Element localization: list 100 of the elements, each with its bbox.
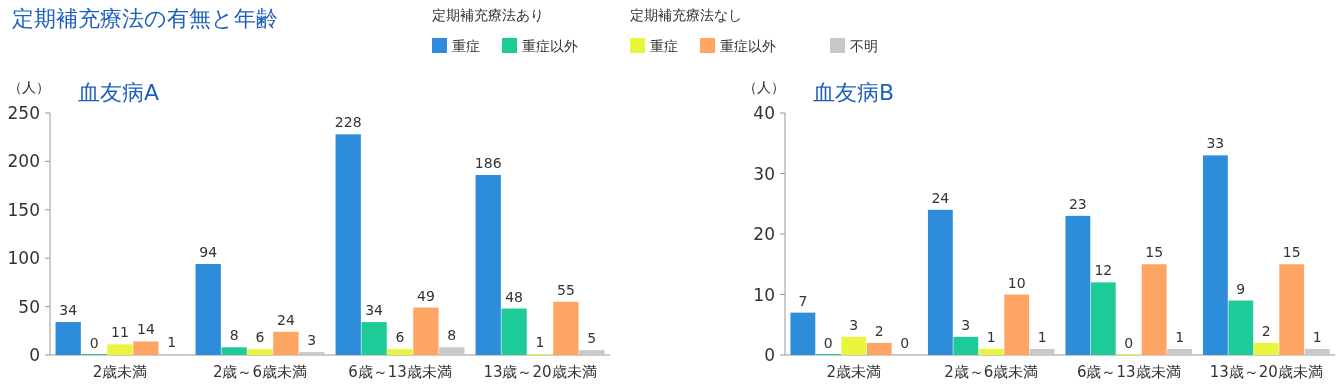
bar — [579, 350, 605, 355]
data-label: 5 — [587, 330, 597, 347]
bar — [133, 341, 159, 355]
legend-label: 重症 — [650, 38, 678, 54]
data-label: 0 — [89, 335, 99, 351]
legend-label: 重症 — [452, 38, 480, 54]
x-tick-label: 13歳～20歳未満 — [483, 363, 597, 381]
data-label: 1 — [1175, 328, 1185, 345]
data-label: 24 — [276, 311, 295, 328]
legend-label: 重症以外 — [522, 38, 578, 54]
data-label: 8 — [447, 327, 457, 344]
data-label: 94 — [199, 244, 218, 261]
data-label: 48 — [505, 288, 524, 305]
y-tick-label: 20 — [753, 224, 775, 244]
bar — [501, 308, 527, 355]
data-label: 55 — [556, 281, 575, 298]
y-tick-label: 40 — [753, 103, 775, 123]
bar — [866, 342, 892, 355]
data-label: 1 — [167, 334, 177, 351]
data-label: 7 — [798, 292, 808, 309]
data-label: 3 — [849, 316, 859, 333]
bar — [361, 322, 387, 355]
bar — [335, 134, 361, 355]
x-tick-label: 2歳～6歳未満 — [212, 363, 308, 381]
data-label: 0 — [1124, 335, 1134, 351]
bar — [1304, 348, 1330, 355]
y-tick-label: 10 — [753, 284, 775, 305]
bar — [953, 336, 979, 355]
x-tick-label: 6歳～13歳未満 — [348, 363, 452, 381]
data-label: 10 — [1007, 274, 1026, 291]
bar — [1202, 155, 1228, 355]
data-label: 1 — [1037, 328, 1047, 345]
data-label: 2 — [874, 322, 884, 339]
legend-label: 重症以外 — [720, 38, 776, 54]
bar — [1090, 282, 1116, 355]
bar — [978, 348, 1004, 355]
data-label: 33 — [1206, 135, 1225, 152]
bar — [273, 331, 299, 355]
data-label: 3 — [961, 316, 971, 333]
y-tick-label: 200 — [7, 151, 40, 172]
bar — [1004, 294, 1030, 355]
data-label: 34 — [365, 302, 384, 319]
data-label: 3 — [307, 332, 317, 349]
y-tick-label: 0 — [764, 345, 775, 365]
bar — [221, 347, 247, 355]
y-tick-label: 250 — [7, 103, 40, 123]
chart-subtitle: 血友病B — [813, 80, 895, 105]
data-label: 0 — [900, 335, 910, 351]
bar — [475, 174, 501, 355]
y-tick-label: 50 — [18, 296, 40, 317]
bar — [247, 349, 273, 355]
data-label: 1 — [535, 334, 545, 351]
data-label: 12 — [1094, 262, 1113, 279]
bar — [927, 209, 953, 355]
data-label: 34 — [59, 302, 78, 319]
bar — [439, 347, 465, 355]
bar — [1228, 300, 1254, 355]
data-label: 2 — [1261, 322, 1271, 339]
y-tick-label: 30 — [753, 163, 775, 184]
x-tick-label: 6歳～13歳未満 — [1076, 363, 1181, 381]
bar — [841, 336, 867, 355]
x-tick-label: 2歳～6歳未満 — [944, 363, 1039, 381]
text: 定期補充療法あり — [432, 7, 544, 23]
bar — [299, 352, 325, 355]
text: 定期補充療法なし — [630, 7, 742, 23]
y-tick-label: 150 — [7, 199, 40, 220]
data-label: 6 — [255, 329, 265, 346]
bar — [790, 312, 816, 355]
y-axis-title: （人） — [8, 79, 50, 95]
bar — [1253, 342, 1279, 355]
data-label: 8 — [229, 327, 239, 344]
data-label: 49 — [416, 287, 435, 304]
bar — [387, 349, 413, 355]
data-label: 15 — [1282, 244, 1301, 261]
bar — [1141, 264, 1167, 355]
x-tick-label: 2歳未満 — [826, 363, 882, 381]
data-label: 9 — [1236, 280, 1246, 297]
data-label: 0 — [823, 335, 833, 351]
x-tick-label: 13歳～20歳未満 — [1209, 363, 1323, 381]
data-label: 1 — [1312, 328, 1322, 345]
data-label: 14 — [136, 321, 155, 338]
bar — [107, 344, 133, 355]
data-label: 228 — [334, 114, 362, 131]
bar — [413, 307, 439, 355]
data-label: 15 — [1145, 244, 1164, 261]
bar — [55, 322, 81, 355]
legend-label: 不明 — [850, 38, 878, 54]
bar — [553, 301, 579, 355]
bar — [1065, 215, 1091, 355]
bar — [1279, 264, 1305, 355]
data-label: 24 — [931, 189, 950, 206]
chart-title: 定期補充療法の有無と年齢 — [12, 6, 278, 31]
chart-subtitle: 血友病A — [78, 80, 160, 105]
data-label: 23 — [1068, 195, 1087, 212]
y-tick-label: 100 — [7, 248, 40, 269]
data-label: 6 — [395, 329, 405, 346]
data-label: 1 — [986, 328, 996, 345]
bar — [1167, 348, 1193, 355]
bar — [195, 264, 221, 355]
data-label: 11 — [111, 324, 129, 341]
